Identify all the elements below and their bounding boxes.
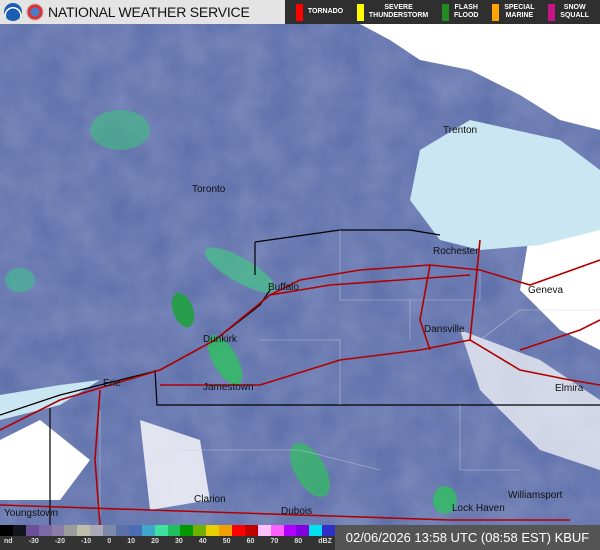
city-label: Youngstown xyxy=(4,508,59,519)
color-swatch xyxy=(154,525,168,536)
legend-tick: 80 xyxy=(294,538,303,545)
warning-4: SNOW SQUALL xyxy=(548,3,590,21)
city-label: Toronto xyxy=(192,184,226,195)
color-swatch xyxy=(77,525,91,536)
warning-label: SEVERE THUNDERSTORM xyxy=(368,4,429,19)
legend-tick: -10 xyxy=(81,538,92,545)
warning-label: SPECIAL MARINE xyxy=(504,4,535,19)
footer: nd -30 -20 -10 0 10 20 30 40 50 60 70 80 dBZ 02/06/20… xyxy=(0,525,600,550)
warning-swatch xyxy=(492,3,500,21)
legend-tick: 70 xyxy=(270,538,279,545)
color-swatch xyxy=(232,525,245,536)
color-swatch xyxy=(270,525,284,536)
radar-map[interactable] xyxy=(0,24,600,525)
legend-tick: 0 xyxy=(107,538,112,545)
color-swatch xyxy=(257,525,271,536)
lake-ontario xyxy=(410,120,600,250)
color-swatch xyxy=(309,525,323,536)
warning-swatch xyxy=(295,3,303,21)
color-swatch xyxy=(193,525,207,536)
warning-label: TORNADO xyxy=(307,8,344,15)
lake-erie xyxy=(0,380,100,420)
warning-label: FLASH FLOOD xyxy=(453,4,479,19)
legend-tick: -30 xyxy=(28,538,39,545)
color-swatch xyxy=(206,525,220,536)
warning-0: TORNADO xyxy=(295,3,344,21)
color-swatch xyxy=(51,525,65,536)
color-swatch xyxy=(64,525,78,536)
clear-areas xyxy=(0,24,600,510)
color-swatch xyxy=(283,525,297,536)
color-swatch xyxy=(219,525,233,536)
color-swatch xyxy=(244,525,258,536)
city-label: Rochester xyxy=(433,246,479,257)
city-label: Erie xyxy=(103,378,121,389)
radar-timestamp: 02/06/2026 13:58 UTC (08:58 EST) KBUF xyxy=(335,525,600,550)
city-label: Dansville xyxy=(424,324,465,335)
legend-tick: -20 xyxy=(54,538,65,545)
color-swatch xyxy=(322,525,336,536)
color-swatch xyxy=(0,525,13,536)
warning-swatch xyxy=(548,3,556,21)
county-lines xyxy=(99,230,600,525)
legend-tick: nd xyxy=(4,538,13,545)
legend-tick: 40 xyxy=(198,538,207,545)
legend-tick: dBZ xyxy=(318,538,332,545)
highways xyxy=(0,239,600,525)
city-label: Dunkirk xyxy=(203,334,237,345)
city-label: Lock Haven xyxy=(452,503,505,514)
color-scale xyxy=(0,525,336,536)
legend-tick: 50 xyxy=(222,538,231,545)
color-swatch xyxy=(25,525,39,536)
city-label: Dubois xyxy=(281,506,313,517)
legend-ticks: nd -30 -20 -10 0 10 20 30 40 50 60 70 80 dBZ xyxy=(0,536,335,545)
warning-label: SNOW SQUALL xyxy=(560,4,590,19)
warning-swatch xyxy=(441,3,449,21)
nws-logo xyxy=(26,3,44,21)
legend-tick: 20 xyxy=(151,538,159,545)
warning-3: SPECIAL MARINE xyxy=(492,3,535,21)
dbz-color-legend: nd -30 -20 -10 0 10 20 30 40 50 60 70 80 dBZ xyxy=(0,525,336,550)
color-swatch xyxy=(128,525,142,536)
color-swatch xyxy=(103,525,117,536)
city-label: Williamsport xyxy=(508,490,563,501)
legend-tick: 60 xyxy=(246,538,255,545)
city-label: Clarion xyxy=(194,494,226,505)
color-swatch xyxy=(90,525,104,536)
site-title: NATIONAL WEATHER SERVICE xyxy=(48,4,250,20)
city-label: Elmira xyxy=(555,383,584,394)
city-label: Jamestown xyxy=(203,382,254,393)
warning-legend: TORNADO SEVERE THUNDERSTORM FLASH FLOOD SPE… xyxy=(285,0,600,24)
color-swatch xyxy=(180,525,194,536)
nws-brand[interactable]: NATIONAL WEATHER SERVICE xyxy=(0,0,285,24)
city-label: Buffalo xyxy=(268,282,299,293)
warning-swatch xyxy=(356,3,364,21)
noaa-logo xyxy=(4,3,22,21)
warning-2: FLASH FLOOD xyxy=(441,3,479,21)
header: NATIONAL WEATHER SERVICE TORNADO SEVERE T… xyxy=(0,0,600,24)
city-label: Geneva xyxy=(528,285,564,296)
color-swatch xyxy=(141,525,155,536)
warning-1: SEVERE THUNDERSTORM xyxy=(356,3,429,21)
precip-bands xyxy=(5,110,457,514)
color-swatch xyxy=(12,525,26,536)
color-swatch xyxy=(296,525,310,536)
legend-tick: 10 xyxy=(127,538,136,545)
color-swatch xyxy=(38,525,52,536)
city-label: Trenton xyxy=(443,125,478,136)
lakes xyxy=(0,120,600,420)
color-swatch xyxy=(167,525,181,536)
legend-tick: 30 xyxy=(174,538,183,545)
color-swatch xyxy=(116,525,129,536)
